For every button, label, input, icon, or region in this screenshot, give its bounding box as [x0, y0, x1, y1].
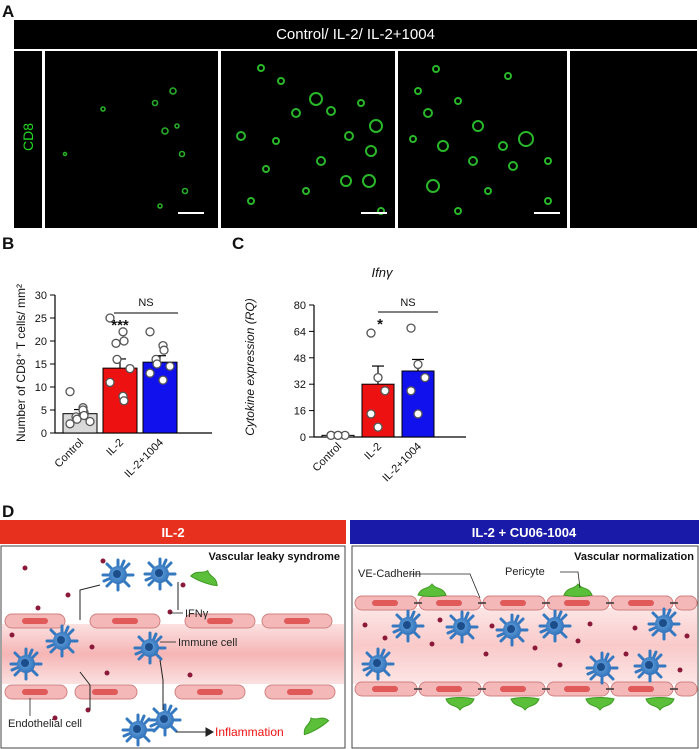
b-point-2-6 — [145, 368, 155, 378]
left-cytokine-dots — [9, 558, 193, 721]
micrograph-il2-1004 — [398, 51, 567, 228]
left-label-endothelial: Endothelial cell — [8, 718, 82, 730]
b-point-1-5 — [125, 363, 135, 374]
b-ytick-label-1: 5 — [41, 405, 47, 417]
c-ytick-label-2: 32 — [294, 379, 306, 391]
diagram-d: IL-2 IL-2 + CU06-1004 Vascular leaky syn… — [0, 520, 699, 749]
scale-bar-1 — [178, 212, 204, 214]
b-point-1-0 — [105, 313, 115, 323]
chart-b-ylabel: Number of CD8⁺ T cells/ mm² — [14, 284, 28, 442]
micrograph-il2 — [221, 51, 395, 228]
b-point-2-2 — [159, 345, 169, 355]
c-point-1-3 — [366, 409, 376, 419]
panel-a-header-text: Control/ IL-2/ IL-2+1004 — [276, 26, 435, 43]
b-point-0-4 — [72, 414, 82, 424]
c-bar-2 — [401, 370, 435, 438]
c-point-2-0 — [406, 323, 416, 333]
b-point-2-7 — [158, 375, 168, 385]
left-label-ifng: IFNγ — [185, 608, 209, 620]
micrograph-control — [45, 51, 218, 228]
b-ytick-label-5: 25 — [35, 313, 47, 325]
b-point-1-6 — [105, 377, 115, 388]
c-point-0-4 — [333, 430, 343, 441]
panel-a-letter: A — [2, 2, 15, 21]
micrograph-il2-1004-cells — [409, 65, 552, 215]
b-category-0: Control — [53, 437, 87, 471]
right-endothelial-top — [354, 595, 698, 611]
chart-b-significance: *** — [111, 317, 129, 334]
c-point-2-3 — [406, 386, 416, 396]
panel-a-header: Control/ IL-2/ IL-2+1004 — [14, 20, 697, 49]
panel-d-letter: D — [2, 502, 15, 521]
diagram-right-header-text: IL-2 + CU06-1004 — [472, 525, 577, 540]
b-point-1-8 — [119, 396, 129, 406]
c-ytick-label-1: 16 — [294, 406, 306, 418]
b-ytick-label-6: 30 — [35, 290, 47, 302]
b-point-1-2 — [119, 336, 129, 346]
scale-bar-2 — [361, 212, 387, 214]
diagram-left-title: Vascular leaky syndrome — [209, 551, 340, 563]
b-ytick-label-4: 20 — [35, 336, 47, 348]
left-label-inflammation: Inflammation — [215, 725, 284, 739]
b-category-1: IL-2 — [104, 437, 126, 459]
chart-c-title: Ifnγ — [372, 265, 394, 280]
left-arrows — [79, 582, 215, 737]
chart-b: Number of CD8⁺ T cells/ mm² 0 5 10 15 20 25 30… — [14, 284, 212, 481]
b-ytick-label-2: 10 — [35, 382, 47, 394]
diagram-left-header-text: IL-2 — [161, 525, 184, 540]
left-label-immune-cell: Immune cell — [178, 637, 237, 649]
right-junctions — [414, 602, 678, 690]
b-point-2-4 — [152, 359, 162, 369]
b-point-1-3 — [111, 338, 121, 348]
diagram-right-header — [350, 520, 699, 544]
chart-c-ns: NS — [400, 297, 415, 309]
b-point-0-0 — [65, 386, 75, 397]
chart-c: Ifnγ Cytokine expression (RQ) 0 16 32 48 64 8… — [243, 265, 466, 485]
c-ytick-label-0: 0 — [300, 432, 306, 444]
right-cytokine-dots — [362, 617, 690, 673]
right-leaders — [410, 571, 581, 599]
c-point-1-1 — [373, 372, 383, 383]
diagram-right-title: Vascular normalization — [574, 551, 694, 563]
b-ytick-label-0: 0 — [41, 428, 47, 440]
micrograph-control-cells — [62, 87, 189, 209]
chart-c-significance: * — [377, 316, 383, 333]
c-point-1-4 — [373, 422, 383, 432]
b-ytick-label-3: 15 — [35, 359, 47, 371]
stain-label: CD8 — [20, 123, 36, 152]
b-point-0-5 — [85, 416, 95, 427]
b-point-0-8 — [79, 410, 89, 421]
right-label-ve-cadherin: VE-Cadherin — [358, 568, 421, 580]
b-category-2: IL-2+1004 — [122, 437, 166, 481]
c-point-2-1 — [413, 359, 423, 370]
right-endothelial-bottom — [354, 681, 698, 697]
c-point-2-2 — [420, 372, 430, 383]
c-ytick-label-5: 80 — [294, 300, 306, 312]
c-point-1-0 — [366, 328, 376, 338]
chart-c-ylabel: Cytokine expression (RQ) — [243, 298, 257, 435]
b-point-2-0 — [145, 327, 155, 337]
micrograph-il2-cells — [236, 64, 385, 215]
c-point-1-2 — [380, 386, 390, 396]
c-ytick-label-3: 48 — [294, 353, 306, 365]
left-endothelial-top — [4, 613, 333, 629]
panel-c-letter: C — [232, 234, 245, 253]
c-point-2-4 — [413, 409, 423, 419]
scale-bar-3 — [534, 212, 560, 214]
c-category-1: IL-2 — [362, 441, 384, 463]
b-point-2-5 — [165, 361, 175, 371]
c-category-0: Control — [311, 441, 345, 475]
b-point-1-4 — [112, 354, 122, 365]
panel-a-right-strip — [570, 51, 697, 228]
right-label-pericyte: Pericyte — [505, 566, 545, 578]
c-category-2: IL-2+1004 — [380, 441, 424, 485]
stain-label-column: CD8 — [14, 51, 42, 228]
panel-b-letter: B — [2, 234, 15, 253]
diagram-left-header — [0, 520, 346, 544]
b-point-0-6 — [65, 419, 75, 429]
b-point-1-1 — [118, 327, 128, 337]
chart-b-ns: NS — [138, 297, 153, 309]
c-ytick-label-4: 64 — [294, 326, 306, 338]
